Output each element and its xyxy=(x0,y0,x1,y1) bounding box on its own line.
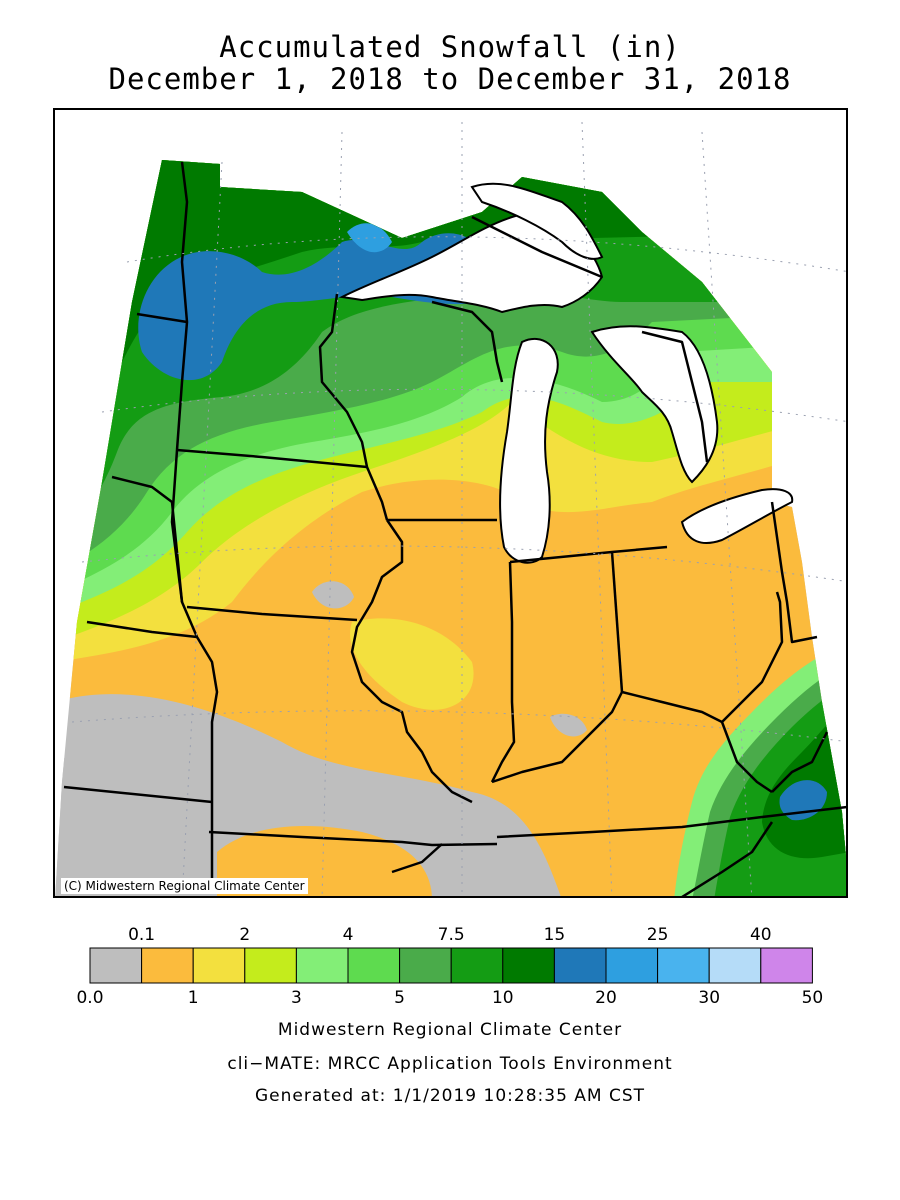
legend-bottom-label: 5 xyxy=(394,988,405,1005)
border-mo-tn xyxy=(391,843,443,874)
graticule-lat-2 xyxy=(81,545,846,582)
legend-swatch xyxy=(760,947,813,984)
legend-color-bar xyxy=(89,947,813,984)
legend-swatch xyxy=(192,947,246,984)
legend-bottom-label: 1 xyxy=(188,988,199,1005)
band-0-1-southwest xyxy=(55,716,562,896)
legend-swatch xyxy=(605,947,659,984)
border-mi-upper xyxy=(471,215,603,279)
legend-top-label: 2 xyxy=(239,925,250,945)
band-25-30 xyxy=(347,223,392,253)
lake-huron xyxy=(590,325,719,484)
border-ia-mo xyxy=(186,605,358,622)
legend-swatch xyxy=(553,947,607,984)
border-mi-in xyxy=(509,545,668,564)
band-2-3-illinois xyxy=(350,618,474,710)
legend-swatch xyxy=(295,947,349,984)
border-mo-ar-2 xyxy=(208,830,498,847)
map-credit: (C) Midwestern Regional Climate Center xyxy=(61,878,308,894)
state-borders xyxy=(63,161,846,896)
lake-michigan xyxy=(499,337,559,564)
legend-top-label: 0.1 xyxy=(128,925,155,945)
graticule-lon-1 xyxy=(181,161,223,896)
snowfall-map: (C) Midwestern Regional Climate Center xyxy=(53,108,848,898)
graticule-lat-4 xyxy=(126,236,846,272)
legend-swatch xyxy=(399,947,452,984)
legend-bottom-label: 50 xyxy=(802,988,824,1005)
band-20-25 xyxy=(138,233,482,381)
border-canada xyxy=(136,312,188,324)
legend-top-label: 7.5 xyxy=(438,925,465,945)
border-mn-wi xyxy=(318,293,389,521)
border-mn-ia xyxy=(176,448,368,469)
footer-org: Midwestern Regional Climate Center xyxy=(277,1020,623,1040)
legend-bottom-label: 10 xyxy=(492,988,514,1005)
legend-bottom-label: 20 xyxy=(595,988,617,1005)
graticule-lat-1 xyxy=(71,710,846,743)
graticule-lon-5 xyxy=(701,131,753,896)
band-0-1-iowa-spot xyxy=(312,581,354,609)
border-tn-nc xyxy=(681,821,774,896)
legend-swatch xyxy=(450,947,504,984)
snowfall-map-svg xyxy=(55,121,846,896)
map-date-range: December 1, 2018 to December 31, 2018 xyxy=(108,62,792,96)
footer-app: cli−MATE: MRCC Application Tools Environ… xyxy=(227,1054,673,1074)
lake-erie xyxy=(680,488,794,544)
legend-swatch xyxy=(244,947,297,984)
border-wi-mi xyxy=(431,300,504,383)
legend-bottom-label: 3 xyxy=(291,988,302,1005)
graticule xyxy=(71,121,846,896)
map-title: Accumulated Snowfall (in) xyxy=(219,30,681,64)
border-ky-tn xyxy=(496,805,846,839)
border-ks-ne xyxy=(86,620,198,639)
border-ia-il-river xyxy=(350,519,473,804)
border-ky-river xyxy=(491,591,784,784)
great-lakes xyxy=(338,182,794,564)
legend-top-label: 4 xyxy=(343,925,354,945)
legend-swatch xyxy=(347,947,401,984)
border-in-oh xyxy=(610,551,624,693)
graticule-lon-4 xyxy=(581,121,613,896)
legend-top-labels: 0.1 2 4 7.5 15 25 40 xyxy=(128,925,772,945)
legend-svg: 0.1 2 4 7.5 15 25 40 0.0 1 3 5 10 20 30 50 xyxy=(76,925,823,1005)
border-ks-ok xyxy=(63,785,213,804)
band-0-1-indiana-spot xyxy=(550,713,587,737)
legend-swatch xyxy=(502,947,555,984)
graticule-lon-2 xyxy=(321,131,343,896)
border-mi-on xyxy=(641,330,709,463)
legend-top-label: 25 xyxy=(647,925,669,945)
legend-bottom-label: 30 xyxy=(698,988,720,1005)
border-il-in xyxy=(490,561,516,783)
legend-top-label: 15 xyxy=(544,925,566,945)
legend-swatch xyxy=(657,947,710,984)
legend-bottom-labels: 0.0 1 3 5 10 20 30 50 xyxy=(76,988,823,1005)
border-oh-pa xyxy=(770,501,818,644)
legend-swatch xyxy=(708,947,762,984)
border-va-wv xyxy=(771,731,829,793)
border-ky-va xyxy=(720,721,773,794)
lake-superior-canada xyxy=(470,182,604,260)
band-15-20-appalachia xyxy=(762,702,846,859)
legend-bottom-label: 0.0 xyxy=(76,988,103,1005)
legend: 0.1 2 4 7.5 15 25 40 0.0 1 3 5 10 20 30 50 xyxy=(0,915,900,1005)
border-mn-nd xyxy=(175,161,189,451)
legend-swatch xyxy=(89,947,143,984)
footer-generated: Generated at: 1/1/2019 10:28:35 AM CST xyxy=(254,1086,646,1106)
legend-swatch xyxy=(141,947,194,984)
legend-top-label: 40 xyxy=(750,925,772,945)
